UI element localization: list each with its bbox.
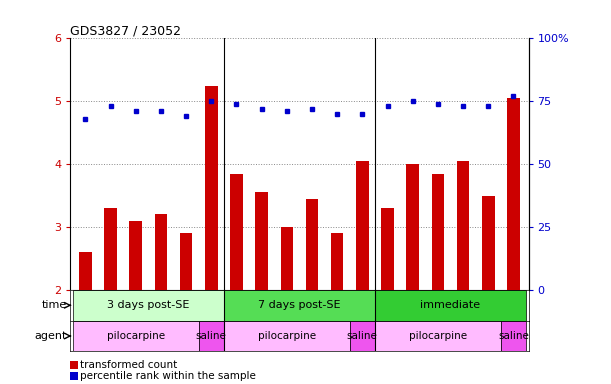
Bar: [130, 221, 142, 290]
Bar: [431, 174, 444, 290]
Text: 7 days post-SE: 7 days post-SE: [258, 300, 341, 310]
Text: pilocarpine: pilocarpine: [258, 331, 316, 341]
Text: percentile rank within the sample: percentile rank within the sample: [80, 371, 256, 381]
Bar: [507, 98, 520, 290]
Bar: [501, 321, 526, 351]
Bar: [381, 208, 394, 290]
Bar: [375, 321, 501, 351]
Bar: [356, 161, 368, 290]
Text: pilocarpine: pilocarpine: [107, 331, 165, 341]
Bar: [406, 164, 419, 290]
Bar: [349, 321, 375, 351]
Text: GDS3827 / 23052: GDS3827 / 23052: [70, 24, 181, 37]
Bar: [331, 233, 343, 290]
Bar: [482, 195, 494, 290]
Text: time: time: [42, 300, 67, 310]
Bar: [73, 321, 199, 351]
Bar: [73, 290, 224, 321]
Bar: [306, 199, 318, 290]
Bar: [104, 208, 117, 290]
Text: saline: saline: [498, 331, 529, 341]
Text: transformed count: transformed count: [80, 360, 177, 370]
Text: saline: saline: [347, 331, 378, 341]
Text: immediate: immediate: [420, 300, 480, 310]
Bar: [280, 227, 293, 290]
Bar: [199, 321, 224, 351]
Text: 3 days post-SE: 3 days post-SE: [107, 300, 189, 310]
Bar: [375, 290, 526, 321]
Text: saline: saline: [196, 331, 227, 341]
Text: agent: agent: [35, 331, 67, 341]
Bar: [205, 86, 218, 290]
Bar: [155, 214, 167, 290]
Bar: [224, 321, 349, 351]
Bar: [180, 233, 192, 290]
Bar: [79, 252, 92, 290]
Bar: [230, 174, 243, 290]
Bar: [255, 192, 268, 290]
Bar: [224, 290, 375, 321]
Bar: [457, 161, 469, 290]
Text: pilocarpine: pilocarpine: [409, 331, 467, 341]
